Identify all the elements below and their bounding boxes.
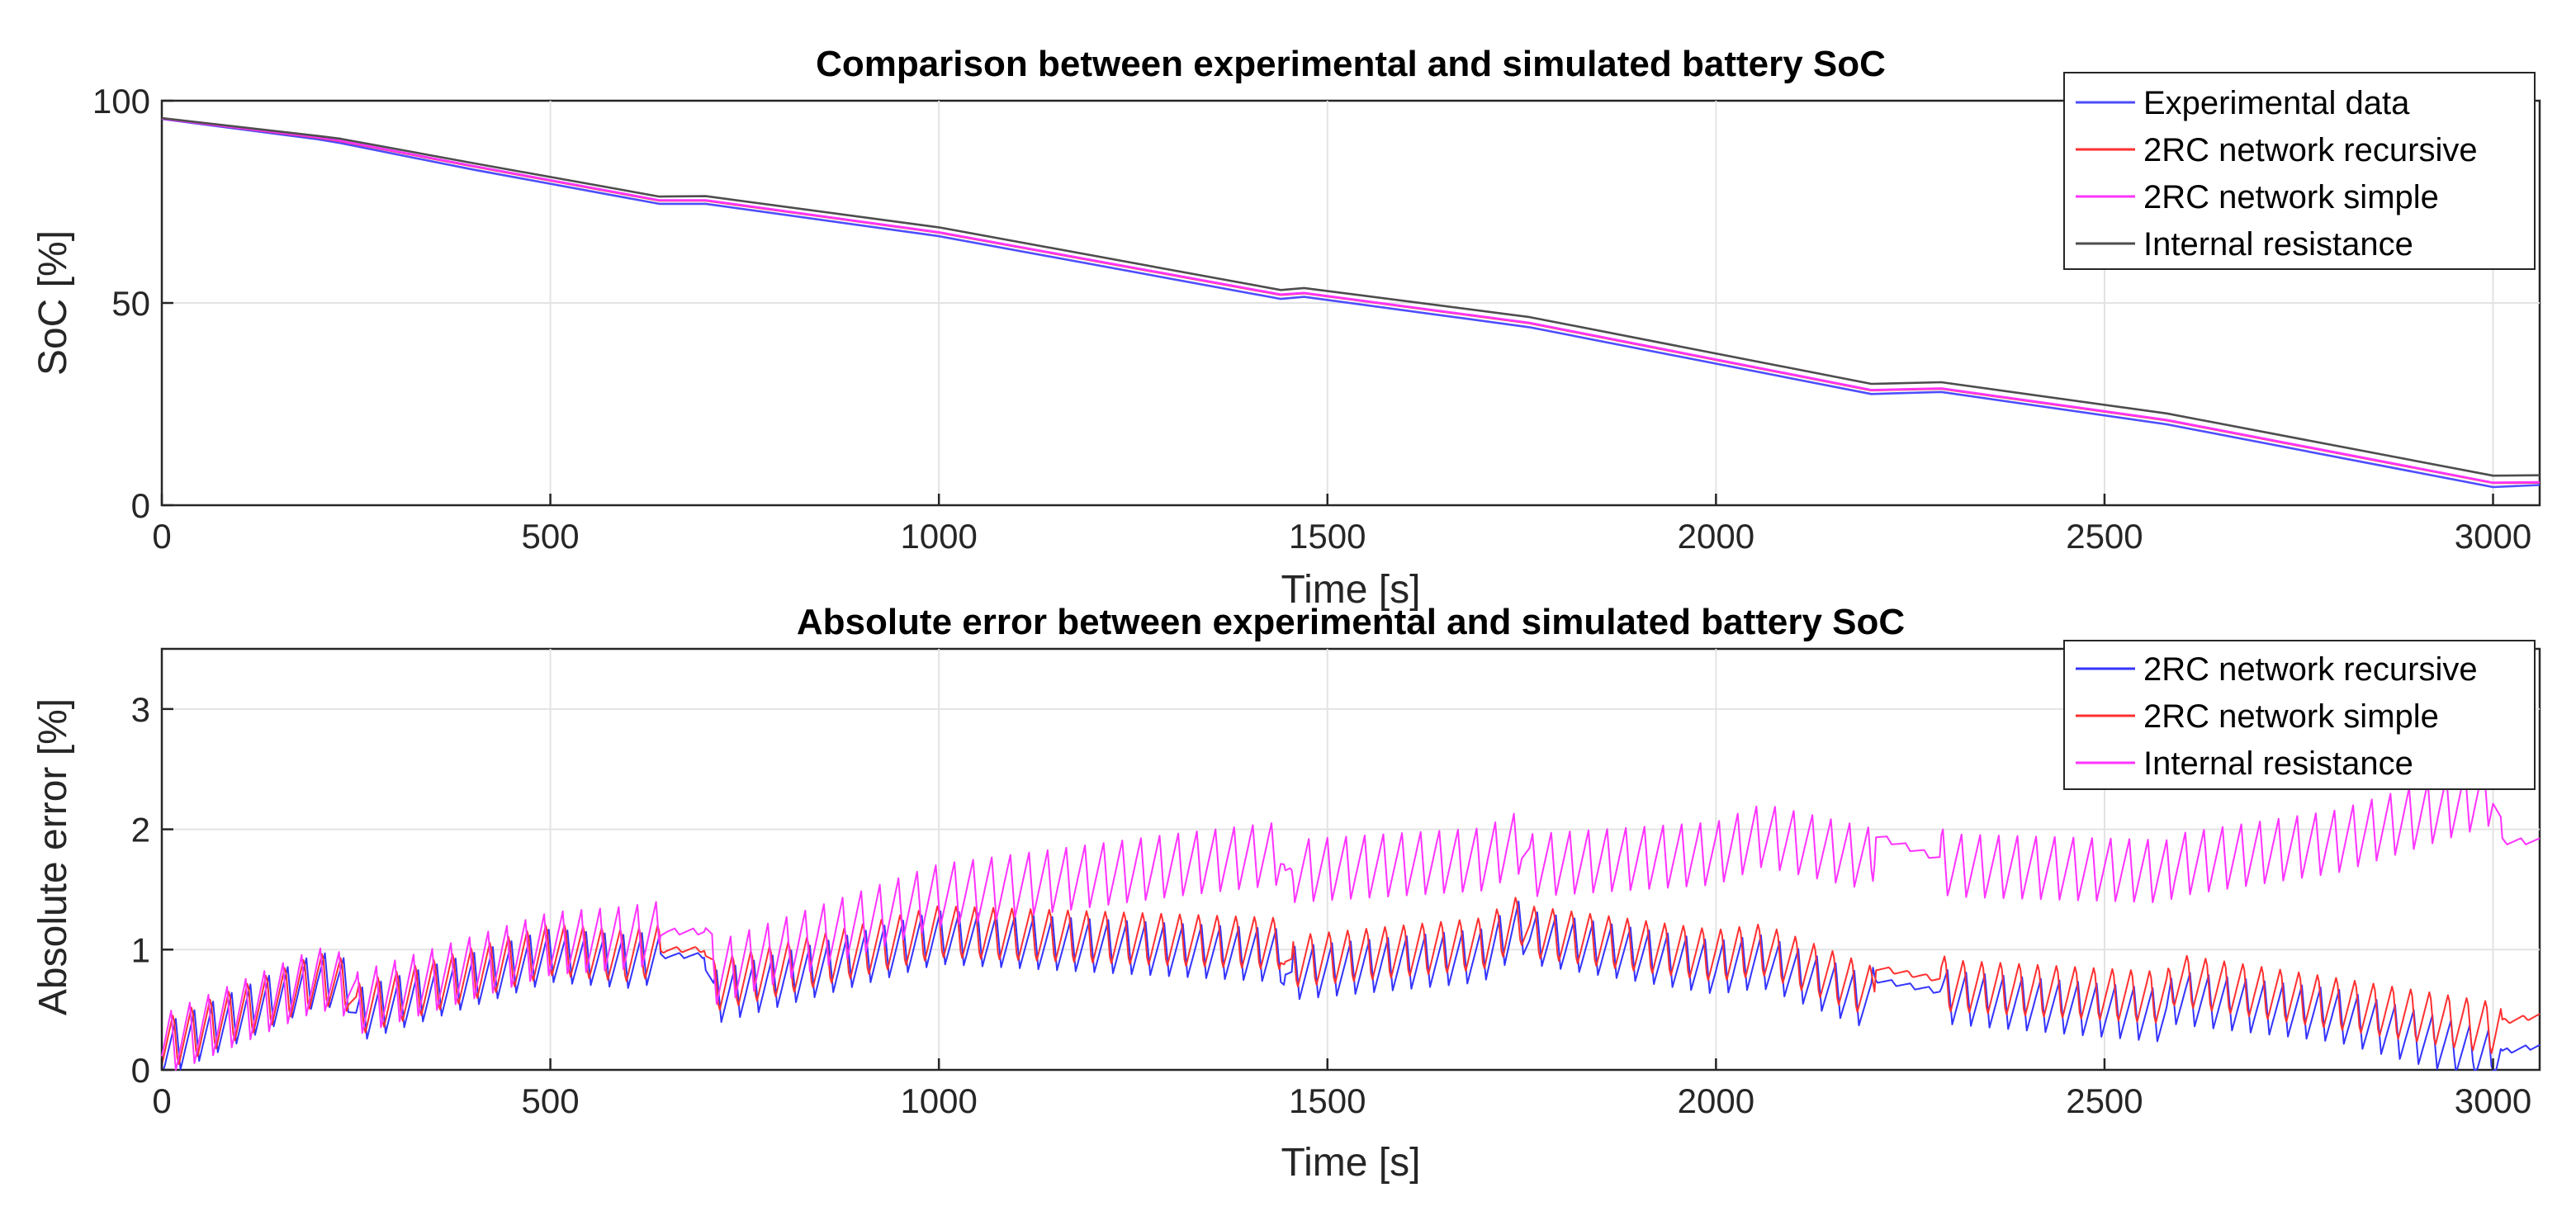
top-legend: Experimental data 2RC network recursive … — [2063, 72, 2536, 270]
bottom-x-tick-label: 3000 — [2455, 1081, 2531, 1120]
bottom-x-axis-label: Time [s] — [1281, 1141, 1421, 1185]
bottom-ticks: 0 500 1000 1500 2000 2500 3000 0 1 2 3 — [131, 690, 2532, 1120]
top-x-tick-label: 1500 — [1289, 517, 1366, 556]
top-y-axis-label: SoC [%] — [31, 230, 75, 376]
bottom-legend-label-internal-resistance: Internal resistance — [2143, 745, 2413, 782]
top-y-tick-label: 0 — [131, 486, 150, 525]
top-x-axis-label: Time [s] — [1281, 568, 1421, 612]
bottom-x-tick-label: 500 — [522, 1081, 580, 1120]
top-legend-label-2rc-simple: 2RC network simple — [2143, 179, 2439, 215]
top-series-line-2 — [161, 117, 2540, 484]
bottom-chart-title: Absolute error between experimental and … — [797, 602, 1905, 642]
top-x-tick-label: 2500 — [2066, 517, 2143, 556]
bottom-y-axis-label: Absolute error [%] — [31, 698, 75, 1015]
top-legend-label-2rc-recursive: 2RC network recursive — [2143, 132, 2478, 168]
top-x-tick-label: 0 — [152, 517, 171, 556]
bottom-legend-label-2rc-recursive: 2RC network recursive — [2143, 651, 2478, 688]
top-legend-label-internal-resistance: Internal resistance — [2143, 226, 2413, 263]
bottom-y-tick-label: 0 — [131, 1051, 150, 1090]
top-legend-label-experimental: Experimental data — [2143, 85, 2410, 121]
bottom-legend-box — [2063, 640, 2536, 790]
bottom-y-tick-label: 2 — [131, 811, 150, 849]
bottom-y-tick-label: 1 — [131, 930, 150, 969]
top-y-tick-label: 100 — [92, 82, 150, 121]
top-ticks: 0 500 1000 1500 2000 2500 3000 0 50 100 — [92, 82, 2531, 556]
bottom-y-tick-label: 3 — [131, 690, 150, 729]
bottom-series-line-1 — [161, 897, 2540, 1066]
top-series-line-3 — [161, 116, 2540, 477]
bottom-x-tick-label: 1000 — [900, 1081, 977, 1120]
top-x-tick-label: 1000 — [900, 517, 977, 556]
bottom-x-tick-label: 2000 — [1678, 1081, 1754, 1120]
top-x-tick-label: 3000 — [2455, 517, 2531, 556]
bottom-legend-label-2rc-simple: 2RC network simple — [2143, 698, 2439, 735]
soc-comparison-chart: 0 500 1000 1500 2000 2500 3000 0 50 100 Compariso… — [31, 44, 2541, 612]
bottom-x-tick-label: 1500 — [1289, 1081, 1366, 1120]
top-series-line-0 — [161, 117, 2540, 489]
bottom-series-lines — [161, 764, 2540, 1071]
top-y-tick-label: 50 — [111, 284, 150, 323]
top-legend-box — [2063, 72, 2536, 270]
top-series-lines — [161, 116, 2540, 489]
top-x-tick-label: 2000 — [1678, 517, 1754, 556]
absolute-error-chart: 0 500 1000 1500 2000 2500 3000 0 1 2 3 Absolute er… — [31, 602, 2541, 1185]
bottom-x-tick-label: 2500 — [2066, 1081, 2143, 1120]
bottom-legend: 2RC network recursive 2RC network simple… — [2063, 640, 2536, 790]
bottom-x-tick-label: 0 — [152, 1081, 171, 1120]
top-x-tick-label: 500 — [522, 517, 580, 556]
bottom-series-line-0 — [162, 901, 2540, 1071]
bottom-series-line-2 — [161, 764, 2540, 1071]
top-chart-title: Comparison between experimental and simu… — [816, 44, 1886, 84]
